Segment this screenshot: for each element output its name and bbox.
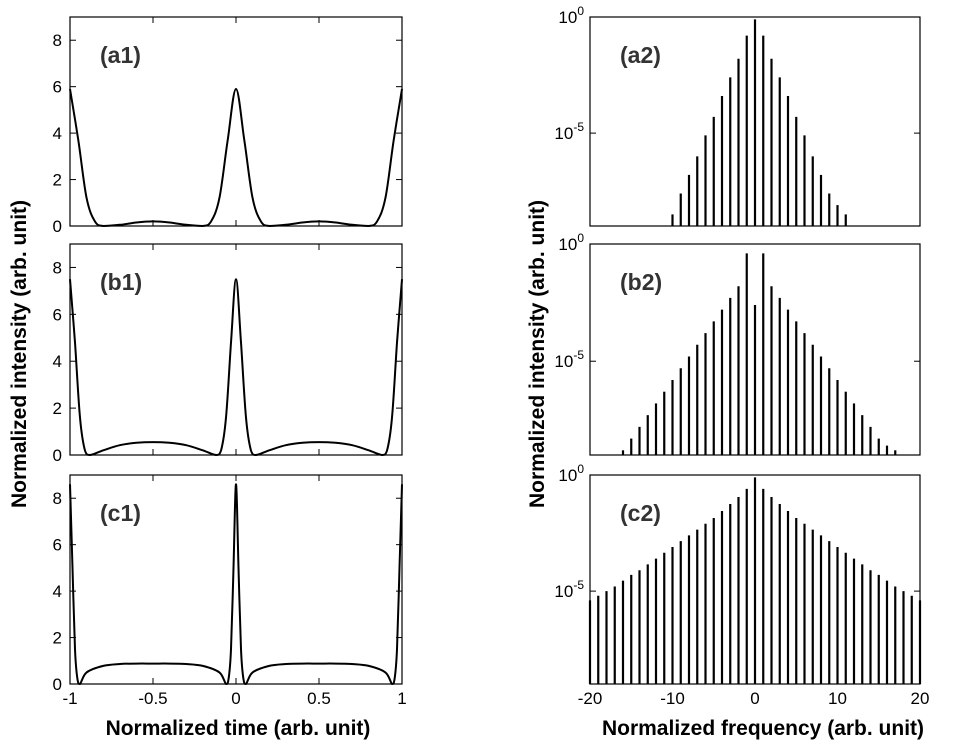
panel-a1: 0 2 4 6 8 (a1) <box>53 16 403 236</box>
x-tick-label-c1: -1 <box>62 689 77 708</box>
y-tick-label-a1: 2 <box>53 171 62 190</box>
y-tick-label-b1: 0 <box>53 446 62 465</box>
y-tick-label-c1: 6 <box>53 536 62 555</box>
panel-label-b2: (b2) <box>620 269 662 295</box>
y-tick-label-a1: 6 <box>53 78 62 97</box>
series-line-a1 <box>69 87 403 228</box>
panel-b2: 100 10-5 (b2) <box>554 231 921 456</box>
panel-label-a2: (a2) <box>620 42 661 68</box>
series-line-c1 <box>69 483 403 686</box>
panel-c2: 100 10-5 -20 -10 0 10 20 (c2) <box>554 462 929 708</box>
y-tick-label-b1: 4 <box>53 352 62 371</box>
y-tick-label-a1: 8 <box>53 31 62 50</box>
y-tick-label-a2: 10-5 <box>554 120 584 143</box>
panel-c1: 0 2 4 6 8 -1 -0.5 0 0.5 1 (c1) <box>53 474 407 708</box>
panel-b1: 0 2 4 6 8 (b1) <box>53 243 403 465</box>
y-tick-label-b2: 10-5 <box>554 348 584 371</box>
y-tick-label-a1: 4 <box>53 124 62 143</box>
panel-a2: 100 10-5 (a2) <box>554 4 921 227</box>
panels: 02468(a1)10010-5(a2)02468(b1)10010-5(b2)… <box>53 4 930 708</box>
y-tick-label-b1: 6 <box>53 305 62 324</box>
y-tick-label-c1: 4 <box>53 582 62 601</box>
right-y-axis-label: Normalized intensity (arb. unit) <box>526 200 549 508</box>
y-tick-label-a2: 100 <box>558 4 584 27</box>
panel-label-a1: (a1) <box>100 42 141 68</box>
right-x-axis-label: Normalized frequency (arb. unit) <box>602 717 924 740</box>
x-tick-label-c2: -10 <box>660 689 685 708</box>
panel-label-c2: (c2) <box>620 500 661 526</box>
x-tick-label-c1: -0.5 <box>138 689 167 708</box>
x-tick-label-c1: 1 <box>397 689 406 708</box>
x-tick-label-c2: 10 <box>828 689 847 708</box>
y-tick-label-b1: 8 <box>53 258 62 277</box>
y-tick-label-b2: 100 <box>558 231 584 254</box>
left-y-axis-label: Normalized intensity (arb. unit) <box>8 200 31 508</box>
y-tick-label-a1: 0 <box>53 217 62 236</box>
x-tick-label-c1: 0 <box>231 689 240 708</box>
y-tick-label-c2: 10-5 <box>554 578 584 601</box>
left-x-axis-label: Normalized time (arb. unit) <box>106 717 371 740</box>
panel-label-b1: (b1) <box>100 269 142 295</box>
y-tick-label-c1: 0 <box>53 675 62 694</box>
x-tick-label-c2: -20 <box>578 689 603 708</box>
y-tick-label-c1: 8 <box>53 489 62 508</box>
x-tick-label-c1: 0.5 <box>307 689 331 708</box>
x-tick-label-c2: 0 <box>750 689 759 708</box>
series-line-b1 <box>69 278 403 457</box>
y-tick-label-b1: 2 <box>53 399 62 418</box>
y-tick-label-c1: 2 <box>53 629 62 648</box>
panel-label-c1: (c1) <box>100 500 141 526</box>
y-tick-label-c2: 100 <box>558 462 584 485</box>
x-tick-label-c2: 20 <box>911 689 930 708</box>
